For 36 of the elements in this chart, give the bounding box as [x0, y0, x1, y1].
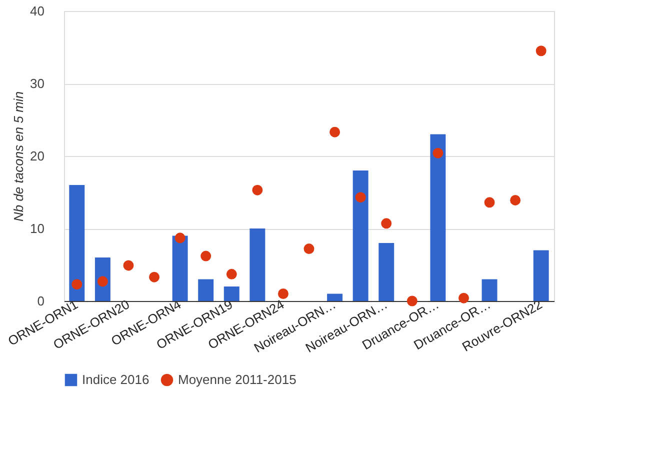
bar	[250, 228, 266, 301]
bar	[327, 294, 343, 301]
point	[458, 292, 469, 304]
point	[406, 296, 418, 306]
point	[278, 288, 288, 299]
bar	[352, 170, 368, 301]
point	[330, 126, 340, 138]
bar	[69, 185, 85, 301]
y-tick-label: 20	[30, 148, 44, 164]
bar	[198, 279, 214, 301]
point	[72, 279, 82, 290]
point	[484, 197, 495, 208]
bar	[172, 236, 188, 301]
point	[355, 192, 366, 203]
bar	[378, 243, 394, 301]
point	[252, 184, 263, 196]
bar	[482, 279, 498, 301]
point	[510, 194, 521, 206]
bar	[224, 286, 240, 301]
bar	[533, 250, 549, 301]
point	[304, 244, 314, 254]
point	[381, 218, 392, 229]
y-tick-label: 10	[30, 221, 44, 236]
point	[123, 260, 134, 271]
point	[200, 250, 212, 262]
legend-label: Indice 2016	[82, 372, 150, 387]
point	[174, 232, 186, 244]
point	[226, 268, 237, 280]
bar	[430, 134, 446, 301]
y-tick-label: 40	[30, 4, 44, 18]
point	[149, 272, 160, 282]
y-tick-label: 30	[30, 76, 44, 91]
point	[536, 46, 546, 56]
legend-label: Moyenne 2011-2015	[178, 372, 296, 387]
y-axis-title: Nb de tacons en 5 min	[11, 91, 26, 222]
point	[432, 148, 444, 158]
